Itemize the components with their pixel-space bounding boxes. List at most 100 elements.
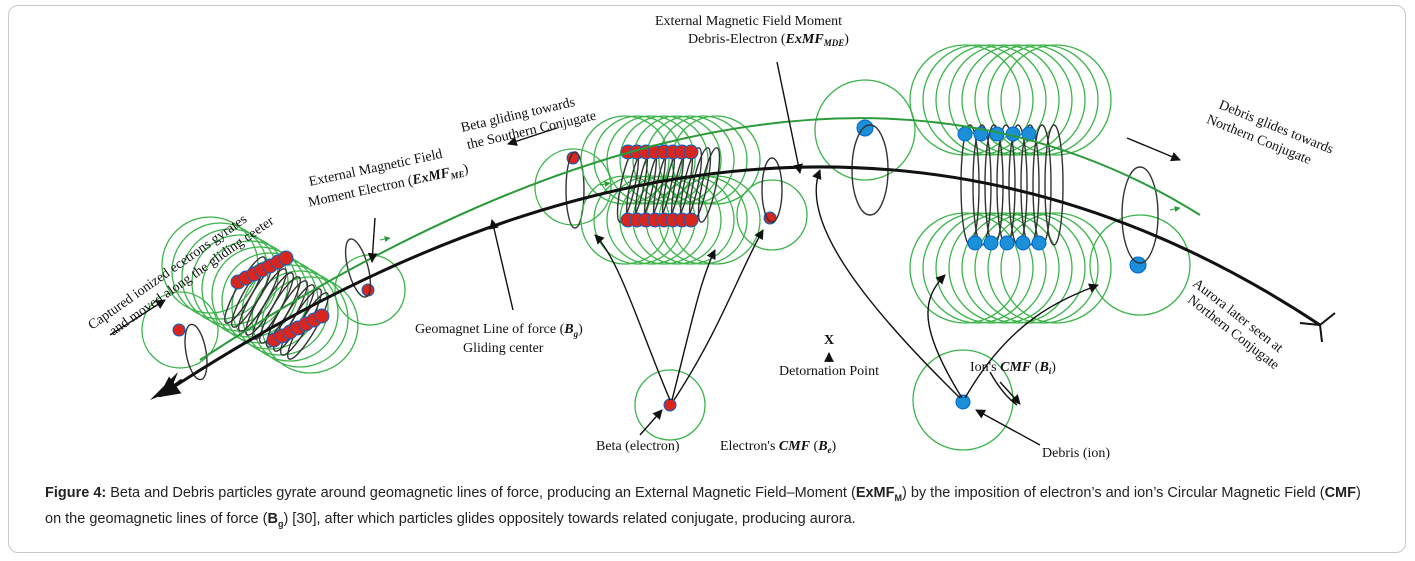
particle — [278, 250, 294, 266]
label-exmf-me: External Magnetic Field Moment Electron … — [303, 142, 471, 211]
gyration-loop — [761, 157, 783, 223]
text: Gliding center — [463, 341, 544, 356]
gyration-loop — [565, 151, 585, 229]
field-circle — [632, 115, 722, 205]
text: ) — [462, 162, 470, 178]
gyration-loop — [1044, 124, 1064, 246]
text: ME — [449, 169, 466, 182]
caption-bold: CMF — [1324, 485, 1356, 501]
field-circle — [948, 44, 1060, 156]
text: ExMF — [410, 166, 452, 189]
diagram: Captured ionized ecetrons gyrates and mo… — [86, 14, 1338, 461]
particle — [983, 235, 999, 251]
caption-sub: g — [277, 518, 284, 529]
particle — [967, 235, 983, 251]
detonation-label: Detornation Point — [779, 364, 879, 379]
label-debris: Debris (ion) — [1042, 446, 1110, 461]
particle — [683, 212, 699, 228]
particle — [314, 308, 330, 324]
particle — [683, 144, 699, 160]
field-circle — [141, 291, 219, 369]
field-circle — [580, 115, 670, 205]
text: Electron's — [720, 439, 779, 454]
field-circle — [974, 44, 1086, 156]
text: CMF — [1000, 360, 1032, 375]
field-circle — [1089, 214, 1191, 316]
field-circle — [935, 212, 1047, 324]
particle — [172, 323, 186, 337]
particle — [663, 398, 677, 412]
field-circle — [961, 212, 1073, 324]
text: i — [1049, 366, 1052, 376]
field-arrow — [599, 181, 611, 188]
text: Debris-Electron ( — [688, 32, 786, 47]
text: ) — [1051, 360, 1056, 375]
text: ) — [832, 439, 837, 454]
pointer-arrows — [109, 61, 1181, 446]
text: B — [1038, 360, 1048, 375]
field-circle — [814, 79, 916, 181]
field-circle — [974, 212, 1086, 324]
field-circle — [935, 44, 1047, 156]
field-circle — [534, 148, 612, 226]
field-circle — [211, 246, 309, 344]
caption-text: ) [30], after which particles glides opp… — [283, 510, 856, 527]
gyration-loop — [1121, 166, 1159, 264]
text: ExMF — [785, 32, 825, 47]
particle — [955, 394, 971, 410]
field-circle — [909, 44, 1021, 156]
line-arrowhead — [150, 372, 178, 400]
particle — [763, 211, 777, 225]
text: Geomagnet Line of force ( — [415, 322, 565, 337]
line-fork — [1299, 312, 1336, 343]
field-circle — [1000, 212, 1112, 324]
text: External Magnetic Field Moment — [655, 14, 842, 29]
field-circle — [671, 115, 761, 205]
caption-text: Beta and Debris particles gyrate around … — [106, 485, 856, 501]
field-circle — [987, 212, 1099, 324]
field-circle — [948, 212, 1060, 324]
geomagnetic-line — [171, 165, 1321, 390]
label-debris-glides: Debris glides towards Northern Conjugate — [1204, 96, 1338, 176]
label-beta: Beta (electron) — [596, 439, 680, 454]
gyration-loop — [1008, 124, 1028, 246]
particle — [957, 126, 973, 142]
text: ) — [844, 32, 849, 47]
text: B — [563, 322, 573, 337]
caption-bold: ExMF — [855, 485, 895, 501]
field-circle — [634, 369, 706, 441]
field-arrow — [379, 236, 391, 243]
label-ion-cmf: Ion's CMF (Bi) — [970, 360, 1056, 376]
particle — [999, 235, 1015, 251]
field-circle — [909, 212, 1021, 324]
field-circle — [606, 115, 696, 205]
caption-text: ) by the imposition of electron’s and io… — [901, 485, 1325, 501]
label-electron-cmf: Electron's CMF (Be) — [720, 439, 837, 455]
label-exmf-mde: External Magnetic Field Moment Debris-El… — [655, 14, 849, 48]
figure-frame — [8, 5, 1406, 553]
gyration-loop — [184, 323, 208, 381]
field-circle — [961, 44, 1073, 156]
label-geomagnet: Geomagnet Line of force (Bg) Gliding cen… — [415, 322, 586, 356]
field-circle — [987, 44, 1099, 156]
field-circle — [1000, 44, 1112, 156]
caption-text: ) on the geomagnetic lines of force ( — [45, 485, 1361, 527]
text: g — [573, 329, 579, 339]
detonation-mark: X — [824, 333, 834, 348]
text: ( — [1031, 360, 1040, 375]
label-aurora: Aurora later seen at Northern Conjugate — [1180, 276, 1292, 373]
caption-sub: M — [894, 492, 902, 503]
label-beta-gliding: Beta gliding towards the Southern Conjug… — [460, 91, 598, 153]
text: CMF — [779, 439, 811, 454]
caption-label: Figure 4: — [45, 485, 107, 501]
figure-caption: Figure 4: Beta and Debris particles gyra… — [45, 483, 1375, 535]
field-circle — [251, 270, 349, 368]
field-circle — [619, 115, 709, 205]
field-arrow — [1169, 206, 1181, 213]
gyration-loop — [697, 147, 721, 223]
caption-bold: B — [267, 510, 278, 527]
field-circle — [261, 276, 359, 374]
particle — [1031, 235, 1047, 251]
text: ) — [578, 322, 583, 337]
text: MDE — [823, 38, 845, 48]
